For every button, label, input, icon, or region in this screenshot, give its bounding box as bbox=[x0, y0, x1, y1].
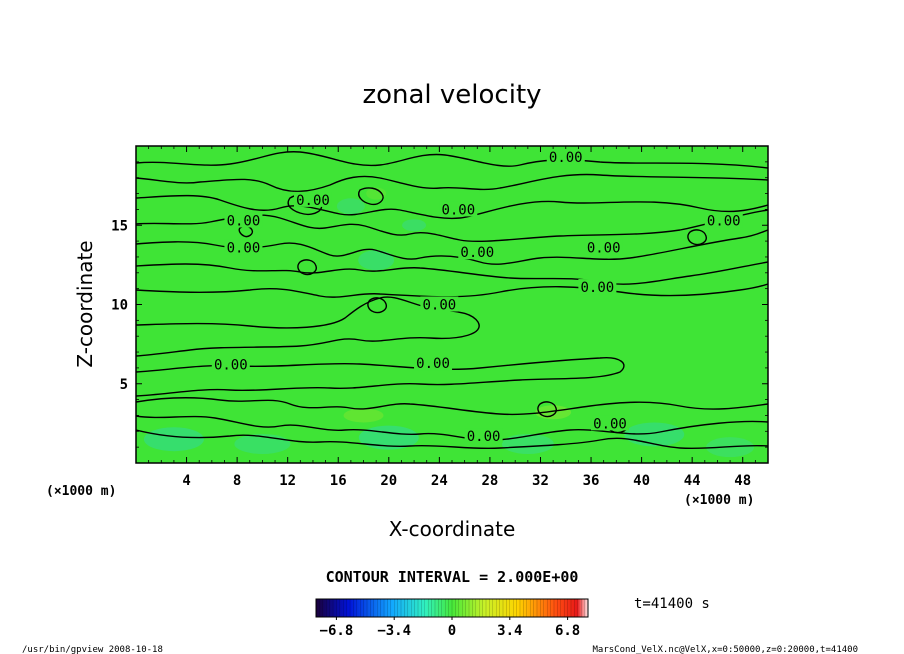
contour-label-bg-4 bbox=[704, 212, 743, 228]
field-patch-8 bbox=[358, 250, 395, 271]
plot-area: 0.00 0.00 0.00 0.00 0.00 0.00 0.00 0.00 0.00 0.00… bbox=[111, 145, 769, 489]
contour-label-bg-12 bbox=[464, 428, 503, 444]
contour-line-15 bbox=[297, 259, 317, 276]
y-tick-label-2: 15 bbox=[111, 218, 128, 234]
y-tick-label-0: 5 bbox=[120, 377, 128, 393]
x-tick-label-2: 12 bbox=[279, 473, 296, 489]
field-patch-9 bbox=[336, 198, 365, 215]
contour-line-17 bbox=[537, 401, 557, 418]
x-tick-label-5: 24 bbox=[431, 473, 448, 489]
colorbar-tick-label-1: −3.4 bbox=[377, 623, 411, 639]
contour-label-9: 0.00 bbox=[423, 298, 457, 314]
x-tick-label-1: 8 bbox=[233, 473, 241, 489]
contour-label-13: 0.00 bbox=[593, 416, 627, 432]
contour-label-bg-11 bbox=[414, 355, 453, 371]
colorbar: −6.8 −3.4 0 3.4 6.8 bbox=[315, 598, 589, 639]
contour-label-2: 0.00 bbox=[441, 202, 475, 218]
contour-line-2 bbox=[136, 173, 768, 193]
field-patches bbox=[143, 187, 755, 458]
colorbar-tick-label-2: 0 bbox=[448, 623, 456, 639]
x-tick-label-3: 16 bbox=[330, 473, 347, 489]
field-patch-3 bbox=[501, 433, 554, 454]
contour-labels: 0.00 0.00 0.00 0.00 0.00 0.00 0.00 0.00 0.00 0.00… bbox=[211, 149, 743, 445]
contour-line-3 bbox=[136, 194, 768, 220]
contour-label-8: 0.00 bbox=[581, 280, 615, 296]
contour-label-bg-9 bbox=[420, 296, 459, 312]
x-tick-label-7: 32 bbox=[532, 473, 549, 489]
colorbar-ticks: −6.8 −3.4 0 3.4 6.8 bbox=[320, 617, 580, 639]
x-tick-label-0: 4 bbox=[182, 473, 190, 489]
contour-line-14 bbox=[358, 187, 384, 206]
y-axis-ticks: 5 10 15 bbox=[111, 161, 768, 448]
field-patch-0 bbox=[143, 427, 204, 452]
colorbar-tick-label-3: 3.4 bbox=[497, 623, 522, 639]
contour-line-11 bbox=[136, 415, 768, 441]
contour-label-3: 0.00 bbox=[227, 213, 261, 229]
y-tick-label-1: 10 bbox=[111, 298, 128, 314]
contour-line-19 bbox=[687, 229, 707, 246]
contour-line-8 bbox=[136, 296, 480, 357]
x-tick-label-6: 28 bbox=[481, 473, 498, 489]
contour-line-6 bbox=[136, 261, 768, 285]
contour-interval: CONTOUR INTERVAL = 2.000E+00 bbox=[326, 568, 579, 586]
x-unit-right: (×1000 m) bbox=[684, 493, 754, 508]
field-patch-6 bbox=[343, 408, 384, 423]
contour-label-11: 0.00 bbox=[416, 356, 450, 372]
contour-label-bg-6 bbox=[458, 244, 497, 260]
contour-label-6: 0.00 bbox=[460, 245, 494, 261]
x-tick-label-9: 40 bbox=[633, 473, 650, 489]
contour-line-16 bbox=[367, 297, 387, 314]
contour-label-1: 0.00 bbox=[296, 193, 330, 209]
contour-line-1 bbox=[136, 151, 768, 169]
y-axis-label: Z-coordinate bbox=[73, 240, 97, 367]
contour-label-12: 0.00 bbox=[467, 429, 501, 445]
contour-label-4: 0.00 bbox=[707, 213, 741, 229]
x-tick-label-11: 48 bbox=[734, 473, 751, 489]
contour-label-5: 0.00 bbox=[227, 240, 261, 256]
x-tick-label-4: 20 bbox=[380, 473, 397, 489]
contour-label-bg-3 bbox=[224, 212, 263, 228]
field-patch-10 bbox=[366, 187, 387, 200]
contour-label-bg-1 bbox=[293, 191, 332, 207]
x-axis-ticks: 4 8 12 16 20 24 28 32 36 40 44 48 bbox=[148, 146, 756, 489]
footer-left: /usr/bin/gpview 2008-10-18 bbox=[22, 645, 163, 654]
contour-label-bg-13 bbox=[591, 415, 629, 431]
contour-line-12 bbox=[136, 429, 768, 450]
contour-line-9 bbox=[136, 356, 625, 397]
x-unit-left: (×1000 m) bbox=[46, 484, 116, 499]
contour-label-bg-10 bbox=[211, 356, 250, 372]
contour-label-bg-0 bbox=[546, 149, 585, 165]
x-tick-label-10: 44 bbox=[684, 473, 701, 489]
x-tick-label-8: 36 bbox=[583, 473, 600, 489]
contour-label-bg-7 bbox=[584, 239, 623, 255]
x-axis-label: X-coordinate bbox=[389, 517, 516, 541]
colorbar-tick-label-4: 6.8 bbox=[555, 623, 580, 639]
contour-label-7: 0.00 bbox=[587, 240, 621, 256]
contour-label-0: 0.00 bbox=[549, 150, 583, 166]
contour-label-10: 0.00 bbox=[214, 358, 248, 374]
contour-label-bg-5 bbox=[224, 239, 263, 255]
field-patch-11 bbox=[402, 219, 427, 232]
colorbar-segments bbox=[319, 599, 585, 617]
chart-title: zonal velocity bbox=[362, 80, 541, 110]
time-label: t=41400 s bbox=[634, 596, 710, 612]
contour-line-10 bbox=[136, 397, 768, 416]
contour-label-bg-8 bbox=[578, 279, 617, 295]
footer-right: MarsCond_VelX.nc@VelX,x=0:50000,z=0:2000… bbox=[592, 645, 858, 654]
colorbar-tick-label-0: −6.8 bbox=[320, 623, 354, 639]
contour-label-bg-2 bbox=[439, 201, 478, 217]
